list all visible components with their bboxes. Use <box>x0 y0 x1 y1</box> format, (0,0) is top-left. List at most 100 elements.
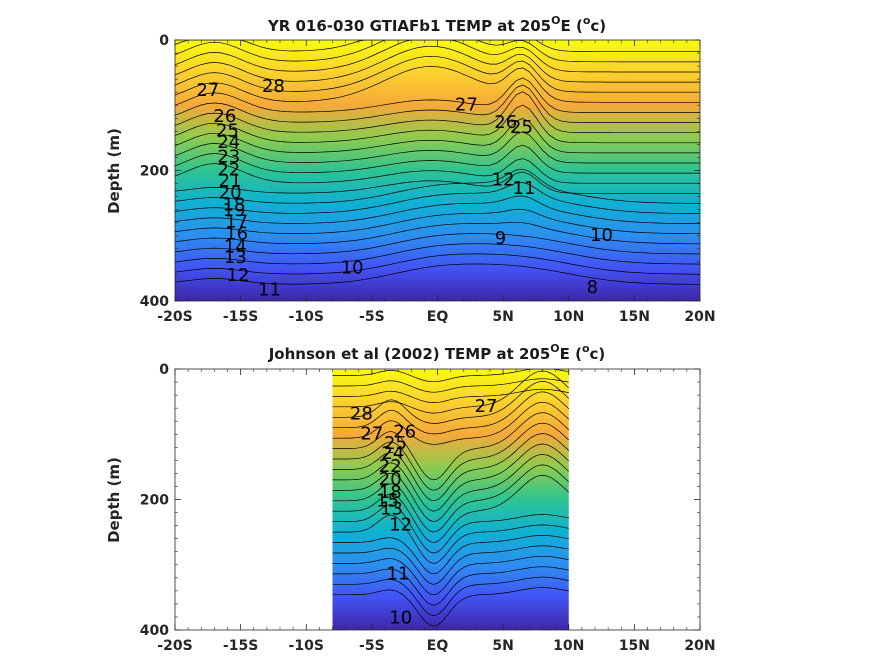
bot-contour-line <box>332 576 569 616</box>
top-contour-line <box>175 233 700 255</box>
bot-x-tick-label: 20N <box>684 638 715 654</box>
top-contour-line <box>175 118 700 154</box>
top-x-tick-label: 20N <box>684 309 715 325</box>
bot-contour-line <box>332 475 569 543</box>
bot-contour-line <box>332 464 569 533</box>
top-contour-label: 10 <box>590 225 613 246</box>
top-y-tick-label: 0 <box>159 33 169 49</box>
bot-x-tick-label: EQ <box>427 638 449 654</box>
bot-contour-line <box>332 381 569 424</box>
top-contour-line <box>175 66 700 103</box>
bot-y-tick-label: 200 <box>140 493 169 509</box>
bot-x-tick-label: -10S <box>289 638 324 654</box>
bot-contour-label: 22 <box>379 456 402 477</box>
bot-contour-line <box>332 388 569 403</box>
top-contour-line <box>175 91 700 134</box>
bottom-axis-ticks: -20S -15S -10S -5S EQ 5N 10N 15N 20N 0 200 400 <box>140 362 716 654</box>
bot-contour-line <box>332 433 569 502</box>
top-contour-label: 28 <box>262 76 285 97</box>
bot-x-tick-label: 10N <box>553 638 584 654</box>
top-contour-label: 8 <box>587 277 598 298</box>
bot-contour-line <box>332 454 569 522</box>
bot-x-tick-label: 5N <box>492 638 513 654</box>
top-contour-line <box>175 40 700 63</box>
top-contour-label: 23 <box>217 146 240 167</box>
top-contour-line <box>175 168 700 204</box>
top-contour-label: 24 <box>217 132 240 153</box>
top-contour-label: 9 <box>495 228 506 249</box>
bot-x-tick-label: -20S <box>157 638 192 654</box>
top-contour-line <box>175 263 700 285</box>
top-contour-label: 19 <box>223 200 246 221</box>
bottom-title: Johnson et al (2002) TEMP at 205OE (oc) <box>268 342 606 363</box>
top-contour-line <box>175 182 700 214</box>
top-contour-line <box>175 84 700 123</box>
top-x-tick-label: 10N <box>553 309 584 325</box>
top-contour-label: 21 <box>219 171 242 192</box>
bot-contour-line <box>332 370 569 414</box>
bot-contour-label: 20 <box>379 469 402 490</box>
top-contour-line <box>175 243 700 265</box>
top-contour-line <box>175 131 700 164</box>
top-contour-label: 12 <box>492 169 515 190</box>
top-contour-line <box>175 158 700 184</box>
bot-contour-label: 12 <box>389 515 412 536</box>
bot-x-tick-label: 15N <box>619 638 650 654</box>
bot-contour-label: 13 <box>380 498 403 519</box>
top-contour-line <box>175 144 700 174</box>
bot-contour-label: 26 <box>393 421 416 442</box>
top-x-tick-label: 15N <box>619 309 650 325</box>
top-contour-label: 14 <box>224 236 247 257</box>
bot-contour-label: 15 <box>376 490 399 511</box>
top-contour-line <box>175 171 700 194</box>
top-contour-lines <box>175 40 700 285</box>
bot-field-fill <box>332 369 569 630</box>
bot-x-tick-label: -15S <box>223 638 258 654</box>
bot-x-tick-label: -5S <box>359 638 385 654</box>
top-contour-line <box>175 104 700 144</box>
bot-contour-line <box>332 535 569 575</box>
top-x-tick-label: 5N <box>492 309 513 325</box>
top-contour-label: 25 <box>510 117 533 138</box>
bot-contour-line <box>332 555 569 596</box>
bot-contour-line <box>332 443 569 512</box>
top-contour-line <box>175 221 700 245</box>
bot-contour-label: 27 <box>360 423 383 444</box>
bot-contour-label: 10 <box>389 607 412 628</box>
bot-contour-label: 27 <box>475 396 498 417</box>
bot-contour-line <box>332 401 569 445</box>
top-contour-line <box>175 253 700 275</box>
bot-contour-label: 25 <box>384 433 407 454</box>
top-axis-ticks: -20S -15S -10S -5S EQ 5N 10N 15N 20N 0 200 400 <box>140 33 716 325</box>
bot-contour-line <box>332 391 569 435</box>
top-contour-label: 17 <box>225 212 248 233</box>
bottom-panel: Johnson et al (2002) TEMP at 205OE (oc) … <box>105 342 716 654</box>
bot-contour-line <box>332 412 569 481</box>
top-contour-label: 13 <box>224 247 247 268</box>
bot-contour-label: 11 <box>387 564 410 585</box>
top-contour-line <box>175 40 700 73</box>
bottom-temperature-field <box>332 369 569 630</box>
top-x-tick-label: -15S <box>223 309 258 325</box>
top-contour-label: 16 <box>225 223 248 244</box>
top-contour-label: 26 <box>494 112 517 133</box>
top-y-tick-label: 200 <box>140 164 169 180</box>
bot-contour-line <box>332 514 569 564</box>
bot-contour-line <box>332 566 569 606</box>
top-x-tick-label: -20S <box>157 309 192 325</box>
bot-y-tick-label: 0 <box>159 362 169 378</box>
top-contour-line <box>175 208 700 235</box>
top-contour-line <box>175 40 700 53</box>
top-contour-line <box>175 55 700 93</box>
top-y-tick-label: 400 <box>140 294 169 310</box>
bottom-y-axis-label: Depth (m) <box>105 457 123 543</box>
top-title: YR 016-030 GTIAFb1 TEMP at 205OE (oc) <box>267 14 606 35</box>
top-contour-label: 11 <box>513 178 536 199</box>
top-x-tick-label: -10S <box>289 309 324 325</box>
bot-contour-line <box>332 587 569 627</box>
top-contour-label: 25 <box>216 120 239 141</box>
top-x-tick-label: EQ <box>427 309 449 325</box>
bot-contour-label: 18 <box>379 482 402 503</box>
